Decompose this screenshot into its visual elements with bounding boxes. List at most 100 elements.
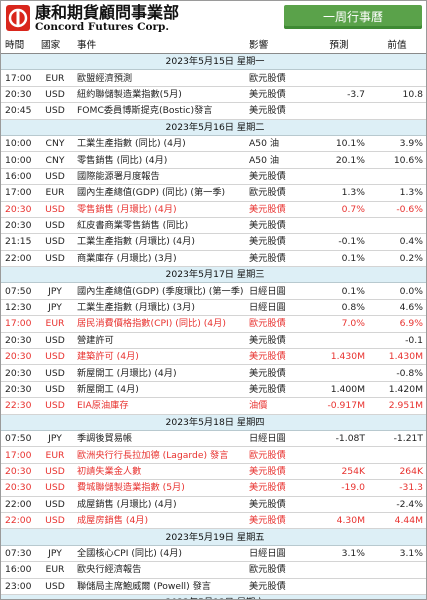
event-time: 17:00 xyxy=(1,69,39,87)
event-impact: A50 油 xyxy=(247,151,311,169)
event-country: USD xyxy=(39,217,71,235)
event-impact: 歐元股債 xyxy=(247,561,311,579)
event-time: 17:00 xyxy=(1,446,39,464)
event-name: 紐約聯儲製造業指數(5月) xyxy=(71,86,247,104)
event-row: 20:30 USD 新屋開工 (4月) 美元股債 1.400M 1.420M xyxy=(1,381,426,399)
event-impact: 美元股債 xyxy=(247,512,311,530)
event-impact: 美元股債 xyxy=(247,250,311,268)
event-previous: 4.6% xyxy=(369,299,426,317)
event-time: 16:00 xyxy=(1,168,39,186)
date-label: 2023年5月15日 星期一 xyxy=(1,52,426,71)
event-forecast: 4.30M xyxy=(311,512,369,530)
event-impact: 美元股債 xyxy=(247,463,311,481)
event-previous xyxy=(369,217,426,235)
event-previous: -31.3 xyxy=(369,479,426,497)
event-row: 23:00 USD 聯儲局主席鮑威爾 (Powell) 發言 美元股債 xyxy=(1,578,426,595)
event-name: EIA原油庫存 xyxy=(71,397,247,415)
event-impact: 歐元股債 xyxy=(247,184,311,202)
event-forecast xyxy=(311,332,369,350)
event-country: JPY xyxy=(39,299,71,317)
event-name: 建築許可 (4月) xyxy=(71,348,247,366)
event-country: JPY xyxy=(39,430,71,448)
event-impact: 美元股債 xyxy=(247,217,311,235)
event-row: 16:00 EUR 歐央行經濟報告 歐元股債 xyxy=(1,561,426,579)
event-name: 國內生產總值(GDP) (同比) (第一季) xyxy=(71,184,247,202)
event-impact: 美元股債 xyxy=(247,578,311,595)
event-name: 國際能源署月度報告 xyxy=(71,168,247,186)
event-name: 新屋開工 (月環比) (4月) xyxy=(71,364,247,382)
event-name: 成屋銷售 (月環比) (4月) xyxy=(71,496,247,513)
event-row: 20:30 USD 費城聯儲製造業指數 (5月) 美元股債 -19.0 -31.3 xyxy=(1,479,426,497)
column-header-row: 時間 國家 事件 影響 預測 前值 xyxy=(1,37,426,54)
event-name: 全國核心CPI (同比) (4月) xyxy=(71,545,247,563)
event-row: 07:30 JPY 全國核心CPI (同比) (4月) 日經日圓 3.1% 3.1% xyxy=(1,545,426,563)
event-previous: 1.3% xyxy=(369,184,426,202)
event-time: 17:00 xyxy=(1,184,39,202)
economic-calendar-table: 時間 國家 事件 影響 預測 前值 2023年5月15日 星期一 17:00 EUR… xyxy=(1,37,426,599)
calendar-title-banner: 一周行事曆 xyxy=(284,5,422,29)
event-forecast: 7.0% xyxy=(311,315,369,333)
event-time: 22:30 xyxy=(1,397,39,415)
concord-logo-icon xyxy=(6,5,30,31)
event-row: 22:00 USD 成屋銷售 (月環比) (4月) 美元股債 -2.4% xyxy=(1,496,426,513)
date-label: 2023年5月17日 星期三 xyxy=(1,266,426,284)
date-label: 2023年5月19日 星期五 xyxy=(1,528,426,546)
event-row: 16:00 USD 國際能源署月度報告 美元股債 xyxy=(1,168,426,186)
event-previous: 6.9% xyxy=(369,315,426,333)
event-time: 07:50 xyxy=(1,282,39,300)
event-row: 22:00 USD 成屋房銷售 (4月) 美元股債 4.30M 4.44M xyxy=(1,512,426,530)
event-name: 營建許可 xyxy=(71,332,247,350)
event-forecast: -0.1% xyxy=(311,233,369,251)
date-header-row: 2023年5月13日 星期六 xyxy=(1,593,426,599)
event-forecast: 20.1% xyxy=(311,151,369,169)
event-forecast: 1.400M xyxy=(311,381,369,399)
event-country: USD xyxy=(39,332,71,350)
event-country: USD xyxy=(39,512,71,530)
event-previous xyxy=(369,69,426,87)
event-row: 17:00 EUR 歐盟經濟預測 歐元股債 xyxy=(1,69,426,87)
event-row: 17:00 EUR 居民消費價格指數(CPI) (同比) (4月) 歐元股債 7.0% 6… xyxy=(1,315,426,333)
event-forecast xyxy=(311,446,369,464)
event-impact: A50 油 xyxy=(247,135,311,153)
event-name: 零售銷售 (同比) (4月) xyxy=(71,151,247,169)
event-country: USD xyxy=(39,201,71,218)
event-country: USD xyxy=(39,463,71,481)
event-time: 22:00 xyxy=(1,512,39,530)
event-previous: -0.1 xyxy=(369,332,426,350)
event-row: 17:00 EUR 國內生產總值(GDP) (同比) (第一季) 歐元股債 1.3% 1.… xyxy=(1,184,426,202)
event-time: 07:30 xyxy=(1,545,39,563)
event-name: 新屋開工 (4月) xyxy=(71,381,247,399)
event-forecast: 0.1% xyxy=(311,282,369,300)
event-impact: 歐元股債 xyxy=(247,315,311,333)
event-country: EUR xyxy=(39,315,71,333)
event-country: JPY xyxy=(39,282,71,300)
event-impact: 日經日圓 xyxy=(247,430,311,448)
event-forecast: 1.430M xyxy=(311,348,369,366)
event-row: 20:30 USD 建築許可 (4月) 美元股債 1.430M 1.430M xyxy=(1,348,426,366)
date-header-row: 2023年5月17日 星期三 xyxy=(1,266,426,284)
event-name: 國內生產總值(GDP) (季度環比) (第一季) xyxy=(71,282,247,300)
event-country: USD xyxy=(39,233,71,251)
event-row: 20:30 USD 初請失業金人數 美元股債 254K 264K xyxy=(1,463,426,481)
event-country: USD xyxy=(39,102,71,120)
event-row: 20:30 USD 新屋開工 (月環比) (4月) 美元股債 -0.8% xyxy=(1,364,426,382)
event-previous: 10.8 xyxy=(369,86,426,104)
date-label: 2023年5月16日 星期二 xyxy=(1,118,426,136)
event-time: 16:00 xyxy=(1,561,39,579)
event-time: 20:30 xyxy=(1,479,39,497)
event-forecast: 10.1% xyxy=(311,135,369,153)
event-country: CNY xyxy=(39,151,71,169)
event-row: 10:00 CNY 工業生產指數 (同比) (4月) A50 油 10.1% 3.9% xyxy=(1,135,426,153)
event-name: 歐洲央行行長拉加德 (Lagarde) 發言 xyxy=(71,446,247,464)
event-impact: 美元股債 xyxy=(247,168,311,186)
col-header-event: 事件 xyxy=(71,37,247,54)
event-name: 成屋房銷售 (4月) xyxy=(71,512,247,530)
event-forecast: 1.3% xyxy=(311,184,369,202)
event-name: 歐盟經濟預測 xyxy=(71,69,247,87)
event-country: EUR xyxy=(39,69,71,87)
event-impact: 美元股債 xyxy=(247,364,311,382)
event-impact: 油價 xyxy=(247,397,311,415)
event-time: 22:00 xyxy=(1,250,39,268)
event-impact: 歐元股債 xyxy=(247,69,311,87)
event-previous: -2.4% xyxy=(369,496,426,513)
